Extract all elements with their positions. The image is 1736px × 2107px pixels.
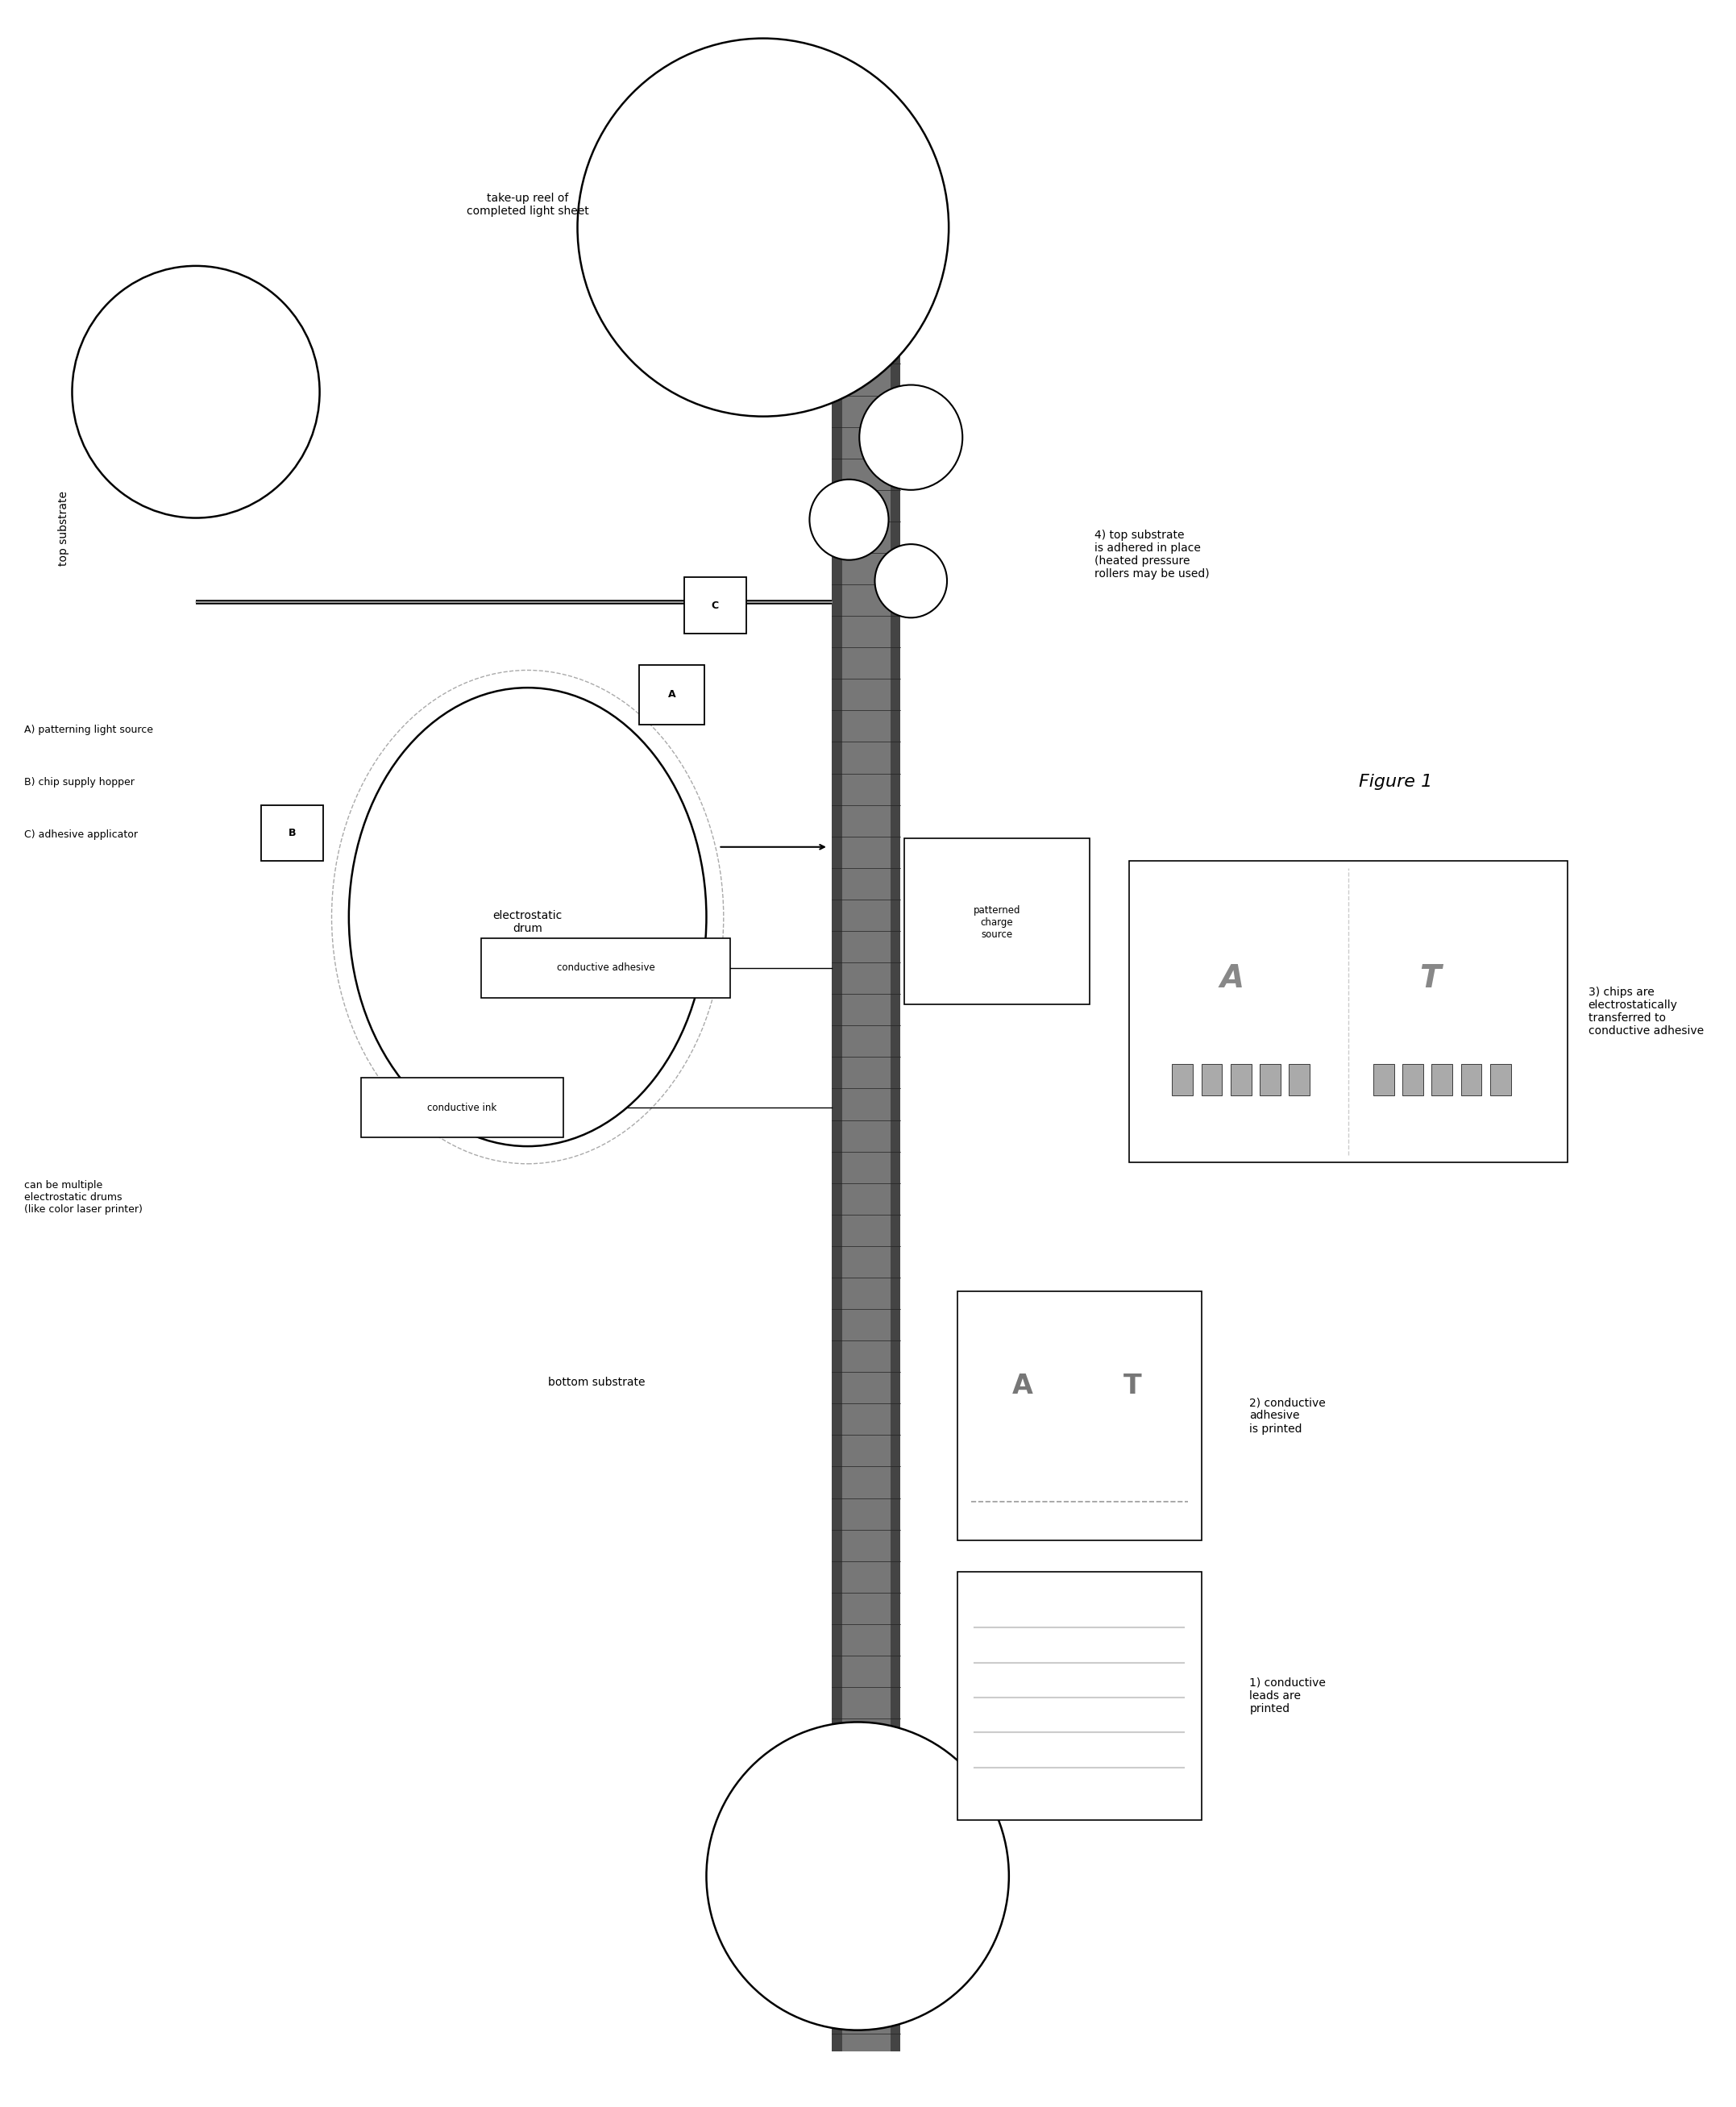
Bar: [1172, 1064, 1193, 1096]
Bar: [1231, 1064, 1252, 1096]
Text: 3) chips are
electrostatically
transferred to
conductive adhesive: 3) chips are electrostatically transferr…: [1588, 986, 1703, 1037]
Bar: [260, 805, 323, 862]
Text: A: A: [1012, 1374, 1033, 1399]
Circle shape: [875, 544, 948, 617]
Bar: [957, 1572, 1201, 1820]
Bar: [481, 938, 731, 997]
Bar: [904, 839, 1090, 1005]
Ellipse shape: [349, 687, 707, 1146]
Text: take-up reel of
completed light sheet: take-up reel of completed light sheet: [467, 192, 589, 217]
Text: bottom substrate: bottom substrate: [549, 1376, 646, 1389]
Text: electrostatic
drum: electrostatic drum: [493, 910, 562, 933]
Text: Figure 1: Figure 1: [1359, 773, 1432, 790]
Bar: [1489, 1064, 1510, 1096]
Text: A: A: [1220, 963, 1245, 995]
Circle shape: [578, 38, 950, 417]
Text: conductive adhesive: conductive adhesive: [557, 963, 654, 973]
Text: B: B: [288, 828, 295, 839]
Text: A) patterning light source: A) patterning light source: [24, 725, 153, 735]
Text: 1) conductive
leads are
printed: 1) conductive leads are printed: [1250, 1677, 1326, 1715]
Bar: [684, 577, 746, 634]
Text: patterned
charge
source: patterned charge source: [974, 904, 1021, 940]
Bar: [361, 1079, 564, 1138]
Circle shape: [73, 265, 319, 518]
Bar: [1373, 1064, 1394, 1096]
Bar: [1128, 862, 1568, 1163]
Text: top substrate: top substrate: [57, 491, 69, 567]
Text: can be multiple
electrostatic drums
(like color laser printer): can be multiple electrostatic drums (lik…: [24, 1180, 142, 1214]
Bar: [1462, 1064, 1481, 1096]
Text: conductive ink: conductive ink: [427, 1102, 496, 1112]
Text: C: C: [712, 600, 719, 611]
Text: T: T: [1123, 1374, 1142, 1399]
Bar: [957, 1292, 1201, 1540]
Text: 2) conductive
adhesive
is printed: 2) conductive adhesive is printed: [1250, 1397, 1326, 1435]
Bar: [1201, 1064, 1222, 1096]
Bar: [639, 666, 705, 725]
Circle shape: [707, 1721, 1009, 2031]
Bar: [1260, 1064, 1281, 1096]
Bar: [1290, 1064, 1309, 1096]
Bar: [1403, 1064, 1424, 1096]
Bar: [842, 160, 891, 2050]
Text: T: T: [1420, 963, 1441, 995]
Text: C) adhesive applicator: C) adhesive applicator: [24, 830, 137, 841]
Bar: [832, 160, 901, 2050]
Circle shape: [809, 480, 889, 560]
Text: B) chip supply hopper: B) chip supply hopper: [24, 777, 134, 788]
Text: A: A: [668, 689, 675, 700]
Bar: [1432, 1064, 1453, 1096]
Text: 4) top substrate
is adhered in place
(heated pressure
rollers may be used): 4) top substrate is adhered in place (he…: [1095, 529, 1210, 579]
Circle shape: [859, 386, 962, 491]
